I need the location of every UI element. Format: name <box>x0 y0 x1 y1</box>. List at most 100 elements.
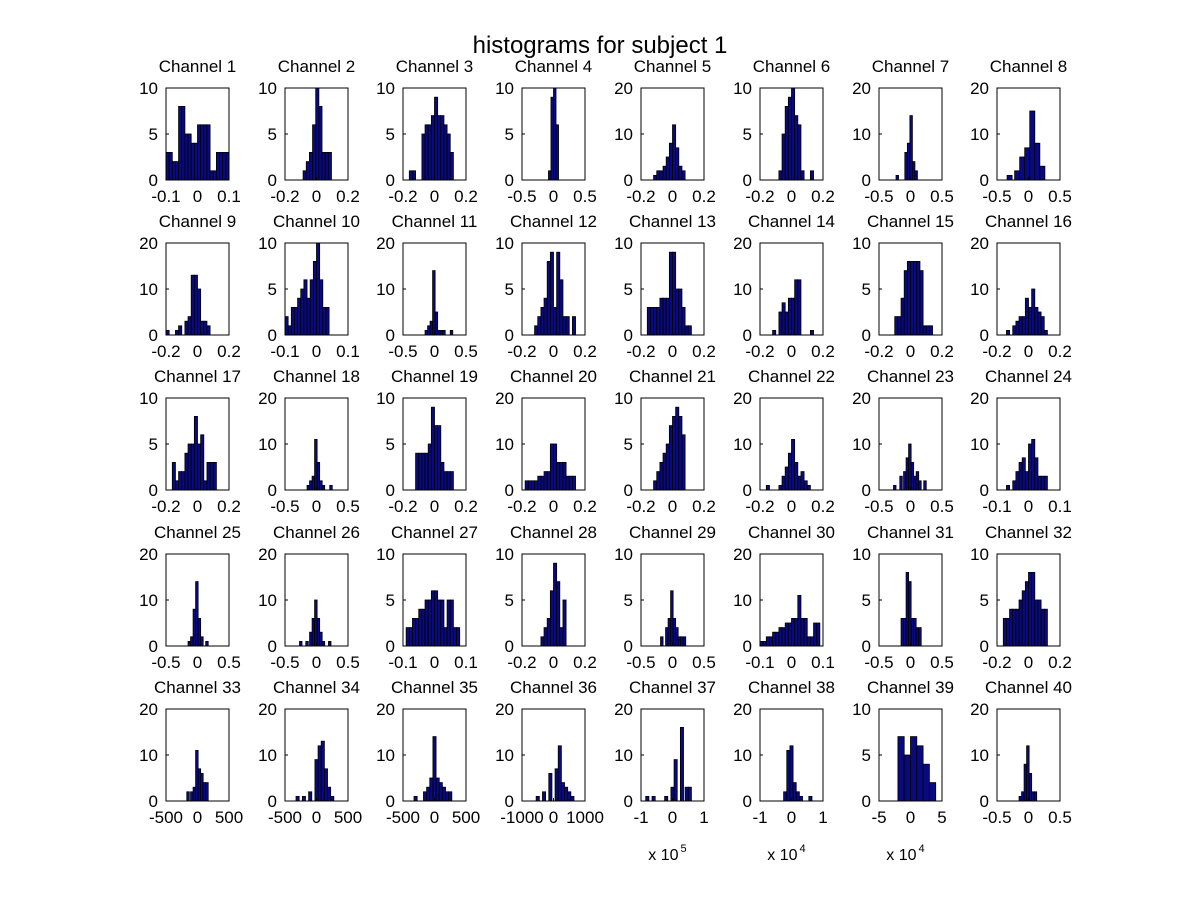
panel-title: Channel 1 <box>159 57 237 76</box>
histogram-bar <box>1015 320 1020 336</box>
histogram-bar <box>665 443 670 491</box>
histogram-bar <box>665 297 670 336</box>
x-tick-label: 0 <box>193 342 202 361</box>
histogram-bar <box>322 306 327 336</box>
panel-title: Channel 13 <box>629 212 716 231</box>
histogram-bar <box>321 151 326 181</box>
x-tick-label: -0.5 <box>388 342 417 361</box>
histogram-bar <box>656 170 661 181</box>
histogram-bar <box>778 627 783 647</box>
histogram-bar <box>1006 618 1011 647</box>
histogram-bar <box>534 325 539 336</box>
y-tick-label: 10 <box>376 746 395 765</box>
histogram-bar <box>570 796 575 802</box>
x-tick-label: 0 <box>312 808 321 827</box>
histogram-bar <box>893 484 897 491</box>
x-tick-label: 0.2 <box>811 342 835 361</box>
histogram-bar <box>440 115 445 181</box>
y-tick-label: 10 <box>139 591 158 610</box>
histogram-bar <box>797 124 802 181</box>
histogram-bar <box>430 590 435 647</box>
histogram-bar <box>784 466 789 491</box>
x-tick-label: 0 <box>193 187 202 206</box>
histogram-bar <box>449 599 454 647</box>
histogram-bar <box>1009 608 1014 647</box>
y-tick-label: 0 <box>505 171 514 190</box>
histogram-bar <box>456 627 461 647</box>
histogram-bar <box>328 641 332 647</box>
histogram-bar <box>206 461 211 491</box>
x-tick-label: 0 <box>787 808 796 827</box>
y-tick-label: 0 <box>268 637 277 656</box>
histogram-bar <box>556 581 561 647</box>
y-tick-label: 20 <box>258 389 277 408</box>
panel-title: Channel 15 <box>867 212 954 231</box>
histogram-bar <box>553 443 558 491</box>
histogram-bar <box>531 480 536 491</box>
x-tick-label: 0.1 <box>336 342 360 361</box>
y-tick-label: 5 <box>268 280 277 299</box>
panel-title: Channel 35 <box>391 678 478 697</box>
histogram-bar <box>549 590 554 647</box>
histogram-bar <box>565 316 570 336</box>
histogram-bar <box>178 325 183 336</box>
x-tick-label: 0.1 <box>217 187 241 206</box>
histogram-bar <box>1043 608 1048 647</box>
y-tick-label: 10 <box>139 79 158 98</box>
histogram-bar <box>178 471 183 491</box>
histogram-bar <box>794 618 799 647</box>
histogram-bar <box>206 124 211 181</box>
y-tick-label: 10 <box>376 280 395 299</box>
histogram-bar <box>181 106 186 181</box>
histogram-bar <box>443 471 448 491</box>
histogram-bar <box>312 260 317 336</box>
x-tick-label: 0 <box>906 653 915 672</box>
x-tick-label: 0 <box>668 653 677 672</box>
x-tick-label: -1 <box>633 808 648 827</box>
x-tick-label: 0.5 <box>336 653 360 672</box>
x-tick-label: 0 <box>1024 808 1033 827</box>
histogram-bar <box>440 599 445 647</box>
histogram-bar <box>556 461 561 491</box>
histogram-bar <box>1018 316 1023 336</box>
y-tick-label: 10 <box>258 591 277 610</box>
histogram-bar <box>792 782 797 802</box>
histogram-bar <box>678 288 683 336</box>
x-tick-label: 0.2 <box>1048 342 1072 361</box>
y-tick-label: 5 <box>268 125 277 144</box>
histogram-bar <box>222 151 227 181</box>
histogram-bar <box>300 288 305 336</box>
y-tick-label: 20 <box>970 234 989 253</box>
y-tick-label: 0 <box>268 171 277 190</box>
x-tick-label: 0 <box>312 653 321 672</box>
histogram-bar <box>427 599 432 647</box>
histogram-bar <box>549 443 554 491</box>
histogram-bar <box>308 791 313 802</box>
y-tick-label: 10 <box>614 746 633 765</box>
x-tick-label: 0 <box>430 187 439 206</box>
histogram-bar <box>687 325 692 336</box>
histogram-bar <box>1021 316 1026 336</box>
histogram-bar <box>197 124 202 181</box>
histogram-bar <box>659 461 664 491</box>
y-tick-label: 0 <box>980 171 989 190</box>
histogram-bar <box>681 306 686 336</box>
histogram-bar <box>297 297 302 336</box>
histogram-bar <box>200 320 205 336</box>
histogram-bar <box>175 480 179 491</box>
histogram-bar <box>1024 297 1029 336</box>
histogram-bar <box>415 618 420 647</box>
histogram-bar <box>424 452 429 491</box>
histogram-bar <box>765 484 770 491</box>
histogram-bar <box>662 297 667 336</box>
histogram-bar <box>187 133 192 181</box>
panel-title: Channel 6 <box>753 57 831 76</box>
histogram-bar <box>562 461 567 491</box>
